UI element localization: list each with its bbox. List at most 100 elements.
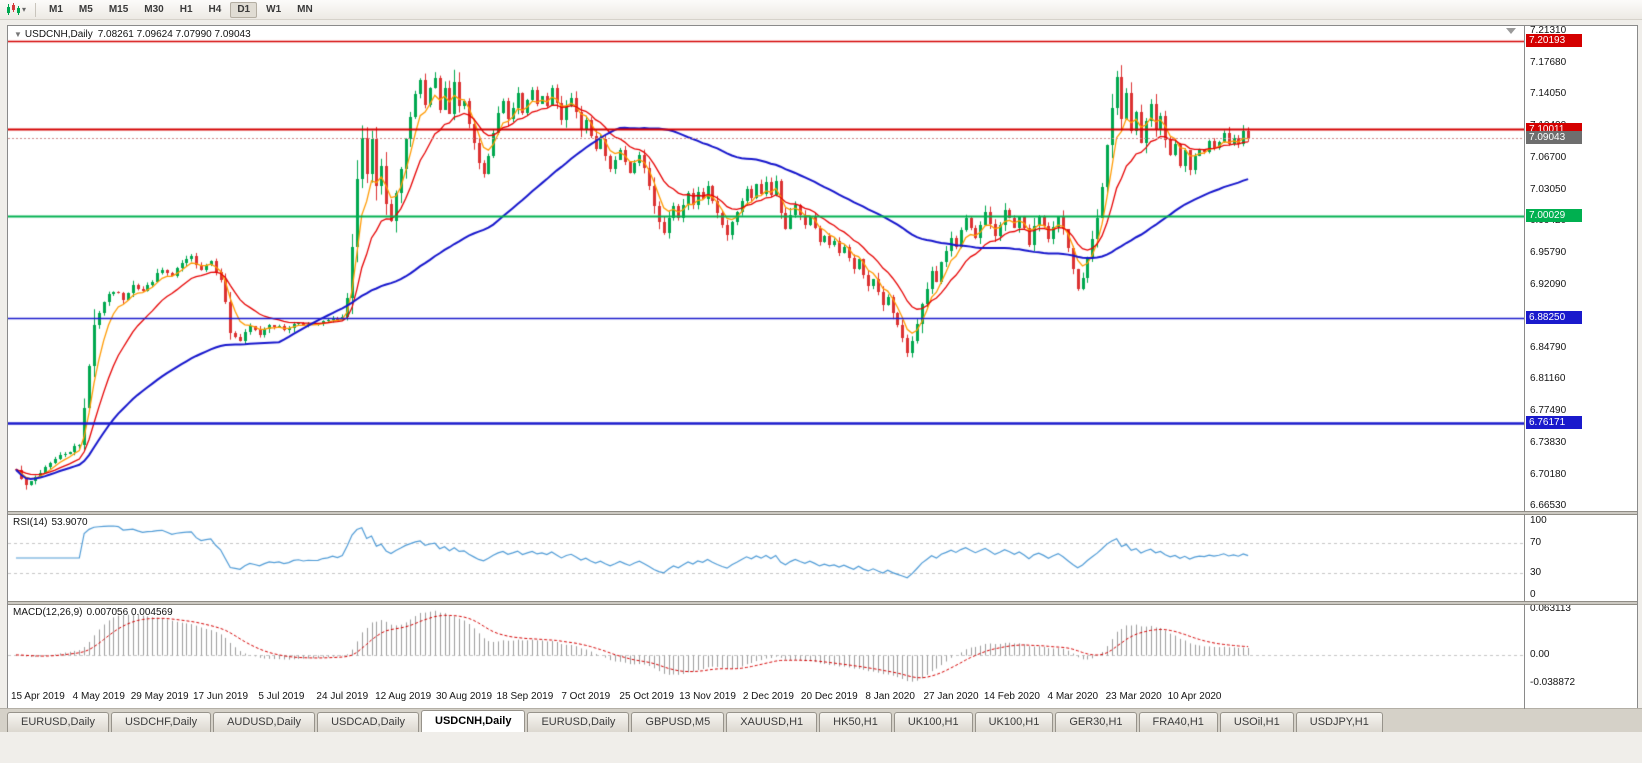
candlestick-chart-icon[interactable] [4,2,22,18]
date-axis-label: 20 Dec 2019 [800,691,858,702]
symbol-dropdown-icon[interactable]: ▼ [14,30,22,39]
rsi-value: 53.9070 [51,517,88,528]
chart-tab-label: USDCNH,Daily [435,715,512,727]
date-axis: 15 Apr 2019 4 May 2019 29 May 2019 17 Jun 2… [8,687,1524,709]
panel-divider[interactable] [8,511,1637,515]
chart-tab[interactable]: HK50,H1 [819,712,892,732]
price-axis-tick: 6.92090 [1530,278,1567,290]
chart-tab-label: EURUSD,Daily [541,716,616,728]
date-axis-label: 13 Nov 2019 [679,691,736,702]
chart-tab-label: HK50,H1 [833,716,878,728]
price-axis-tick: 6.66530 [1530,500,1567,511]
timeframe-button[interactable]: W1 [259,2,288,18]
chart-tab[interactable]: EURUSD,Daily [7,712,109,732]
chart-tab[interactable]: GBPUSD,M5 [631,712,725,732]
price-level-tag: 6.76171 [1526,416,1582,430]
date-axis-label: 15 Apr 2019 [10,691,65,702]
timeframe-button[interactable]: H4 [202,2,229,18]
date-axis-label: 7 Oct 2019 [561,691,611,702]
price-axis-tick: 6.73830 [1530,437,1567,448]
date-axis-label: 2 Dec 2019 [742,691,794,702]
date-axis-label: 23 Mar 2020 [1105,691,1162,702]
price-axis-tick: 7.17680 [1530,56,1567,68]
top-toolbar: ▾ M1 M5 M15 M30 H1 H4 D1 W1 MN [0,0,1642,20]
date-axis-label: 29 May 2019 [130,691,189,702]
timeframe-button[interactable]: H1 [173,2,200,18]
chart-window: ▼ USDCNH,Daily 7.08261 7.09624 7.07990 7.0… [7,25,1638,710]
date-axis-label: 14 Feb 2020 [983,691,1040,702]
timeframe-button[interactable]: MN [290,2,320,18]
chart-tab[interactable]: FRA40,H1 [1138,712,1218,732]
date-axis-label: 27 Jan 2020 [923,691,979,702]
price-axis-tick: 6.95790 [1530,246,1567,258]
macd-panel: MACD(12,26,9) 0.007056 0.004569 [8,605,1524,687]
price-level-tag: 6.88250 [1526,311,1582,325]
chart-tab-bar: EURUSD,Daily USDCHF,Daily AUDUSD,Daily USDC… [0,708,1642,732]
timeframe-button[interactable]: M15 [102,2,135,18]
date-axis-label: 12 Aug 2019 [375,691,432,702]
toolbar-separator [35,2,37,17]
macd-axis: 0.063113 0.00 -0.038872 [1525,605,1637,687]
timeframe-button[interactable]: M5 [72,2,100,18]
date-axis-label: 4 May 2019 [72,691,125,702]
chevron-down-icon[interactable]: ▾ [22,5,27,14]
chart-tab-label: USDCHF,Daily [124,716,198,728]
chart-tab[interactable]: GER30,H1 [1055,712,1137,732]
chart-tab[interactable]: USDCHF,Daily [110,712,212,732]
price-axis-tick: 6.81160 [1530,373,1566,385]
macd-axis-tick: 0.00 [1530,648,1550,660]
chart-tab[interactable]: UK100,H1 [893,712,973,732]
date-axis-label: 25 Oct 2019 [619,691,674,702]
chart-tab[interactable]: USDJPY,H1 [1295,712,1383,732]
date-axis-label: 4 Mar 2020 [1047,691,1099,702]
chart-tab[interactable]: EURUSD,Daily [527,712,630,732]
panel-divider[interactable] [8,601,1637,605]
macd-label: MACD(12,26,9) 0.007056 0.004569 [13,607,173,618]
rsi-axis: 100 70 30 0 [1525,515,1637,601]
chart-tab[interactable]: USOil,H1 [1219,712,1294,732]
date-axis-label: 10 Apr 2020 [1167,691,1222,702]
main-chart-canvas[interactable] [8,26,1524,511]
chart-tab-label: UK100,H1 [907,716,959,728]
macd-axis-tick: -0.038872 [1530,677,1576,687]
timeframe-button[interactable]: M30 [137,2,170,18]
rsi-name: RSI(14) [13,517,48,528]
timeframe-button[interactable]: M1 [42,2,70,18]
rsi-axis-tick: 30 [1530,566,1542,578]
date-axis-label: 24 Jul 2019 [316,691,369,702]
rsi-canvas[interactable] [8,515,1524,601]
date-axis-label: 5 Jul 2019 [258,691,305,702]
price-axis-tick: 6.70180 [1530,468,1567,480]
chart-tab-label: USDJPY,H1 [1309,716,1369,728]
chart-tab-label: USOil,H1 [1233,716,1280,728]
price-axis-tick: 7.21310 [1530,26,1567,37]
chart-tab-label: GER30,H1 [1069,716,1123,728]
date-axis-label: 18 Sep 2019 [496,691,554,702]
chart-tab[interactable]: XAUUSD,H1 [726,712,818,732]
chart-tab[interactable]: UK100,H1 [974,712,1054,732]
ohlc-values: 7.08261 7.09624 7.07990 7.09043 [97,29,251,40]
chart-title: ▼ USDCNH,Daily 7.08261 7.09624 7.07990 7.0… [14,29,251,40]
chart-tab[interactable]: USDCNH,Daily [421,710,526,732]
rsi-axis-tick: 70 [1530,537,1542,549]
chart-tab[interactable]: USDCAD,Daily [317,712,420,732]
price-level-tag: 7.20193 [1526,34,1582,48]
timeframe-button[interactable]: D1 [230,1,258,18]
price-axis-tick: 6.77490 [1530,405,1567,417]
macd-canvas[interactable] [8,605,1524,687]
macd-axis-tick: 0.063113 [1530,605,1571,614]
current-price-tag: 7.09043 [1526,131,1582,145]
price-axis-tick: 7.06700 [1530,151,1567,163]
main-chart-panel: ▼ USDCNH,Daily 7.08261 7.09624 7.07990 7.0… [8,26,1524,511]
chart-tab-label: USDCAD,Daily [331,716,406,728]
price-level-tag: 7.00029 [1526,209,1582,223]
chart-tab-label: FRA40,H1 [1152,716,1204,728]
chart-tab[interactable]: AUDUSD,Daily [213,712,316,732]
chart-shift-marker[interactable] [1506,28,1516,34]
macd-values: 0.007056 0.004569 [86,607,173,618]
price-axis-tick: 7.14050 [1530,88,1567,100]
chart-tab-label: EURUSD,Daily [21,716,95,728]
chart-tab-label: XAUUSD,H1 [740,716,804,728]
rsi-axis-tick: 100 [1530,515,1547,526]
